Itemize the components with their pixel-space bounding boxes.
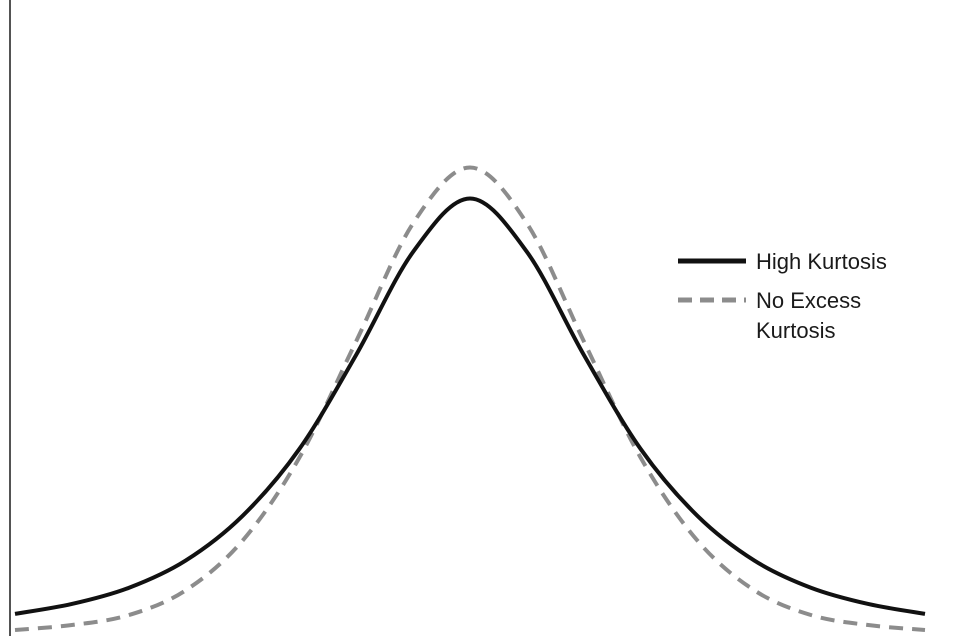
legend-label-high-kurtosis: High Kurtosis xyxy=(756,249,887,274)
series-line-no-excess-kurtosis xyxy=(14,165,926,632)
legend-label-no-excess-kurtosis-line2: Kurtosis xyxy=(756,318,835,343)
legend: High Kurtosis No Excess Kurtosis xyxy=(678,249,887,343)
series-line-high-kurtosis xyxy=(14,196,926,616)
legend-label-no-excess-kurtosis-line1: No Excess xyxy=(756,288,861,313)
series-layer xyxy=(14,165,926,632)
